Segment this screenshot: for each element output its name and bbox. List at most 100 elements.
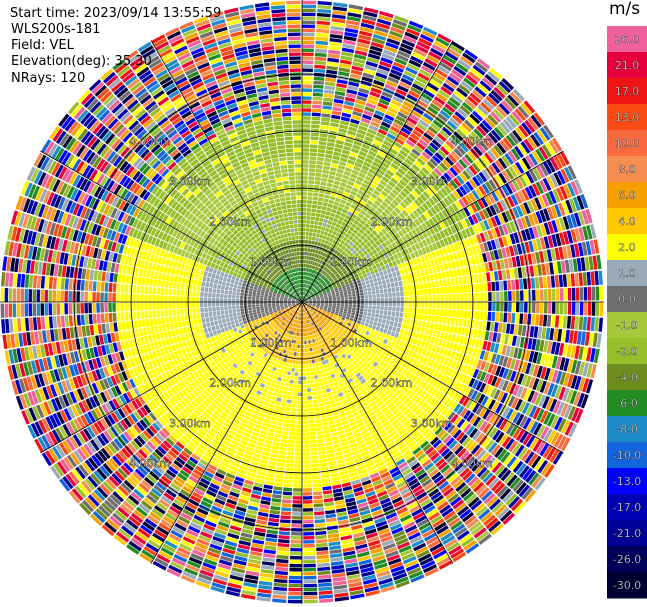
velocity-gate: [302, 212, 307, 216]
velocity-gate: [347, 159, 355, 165]
velocity-gate: [566, 315, 572, 329]
velocity-gate: [376, 217, 383, 224]
velocity-gate: [367, 287, 372, 292]
velocity-gate: [329, 256, 334, 261]
velocity-gate: [271, 498, 282, 503]
velocity-gate: [336, 268, 341, 273]
velocity-gate: [470, 67, 483, 79]
velocity-gate: [346, 211, 353, 217]
velocity-gate: [290, 539, 302, 544]
velocity-gate: [381, 228, 388, 235]
velocity-gate: [320, 230, 325, 235]
velocity-gate: [302, 424, 309, 428]
velocity-gate: [280, 515, 291, 520]
velocity-gate: [336, 282, 341, 287]
velocity-gate: [360, 252, 365, 258]
velocity-gate: [322, 290, 326, 293]
velocity-gate: [364, 322, 369, 327]
velocity-gate: [312, 104, 322, 109]
velocity-gate: [324, 404, 331, 410]
velocity-gate: [378, 214, 385, 221]
velocity-gate: [491, 162, 501, 174]
velocity-gate: [480, 302, 484, 311]
velocity-gate: [302, 148, 310, 152]
velocity-gate: [369, 146, 379, 154]
velocity-gate: [505, 116, 517, 129]
velocity-gate: [480, 101, 492, 113]
velocity-gate: [483, 311, 488, 321]
velocity-gate: [319, 133, 328, 138]
velocity-gate: [399, 269, 405, 275]
velocity-gate: [402, 187, 411, 196]
velocity-gate: [334, 143, 344, 149]
velocity-gate: [288, 587, 302, 592]
velocity-gate: [331, 281, 335, 285]
velocity-gate: [343, 258, 348, 263]
velocity-gate: [305, 364, 309, 368]
velocity-gate: [598, 317, 603, 332]
velocity-gate: [352, 293, 356, 297]
velocity-gate: [376, 196, 384, 204]
velocity-gate: [481, 183, 490, 194]
velocity-gate: [313, 371, 318, 376]
velocity-gate: [328, 303, 333, 305]
velocity-gate: [298, 380, 302, 384]
velocity-gate: [289, 419, 296, 424]
velocity-gate: [303, 516, 314, 520]
velocity-gate: [451, 309, 456, 318]
velocity-gate: [404, 290, 408, 297]
velocity-gate: [411, 52, 425, 61]
velocity-gate: [373, 113, 384, 121]
velocity-gate: [326, 146, 334, 151]
velocity-gate: [423, 89, 435, 99]
velocity-gate: [530, 114, 542, 128]
velocity-gate: [303, 324, 305, 329]
velocity-gate: [331, 248, 336, 253]
velocity-gate: [347, 197, 354, 204]
velocity-gate: [274, 478, 284, 483]
velocity-gate: [265, 537, 278, 543]
velocity-gate: [305, 232, 309, 236]
velocity-gate: [363, 250, 369, 256]
velocity-gate: [320, 369, 325, 374]
velocity-gate: [366, 172, 375, 179]
velocity-gate: [399, 149, 409, 158]
velocity-gate: [272, 594, 287, 599]
velocity-gate: [312, 265, 316, 270]
velocity-gate: [405, 324, 410, 330]
velocity-gate: [394, 225, 401, 232]
velocity-gate: [309, 435, 317, 440]
velocity-gate: [314, 261, 317, 266]
velocity-gate: [316, 550, 329, 556]
velocity-gate: [303, 320, 305, 325]
velocity-gate: [315, 542, 328, 548]
velocity-gate: [325, 227, 330, 233]
velocity-gate: [328, 45, 341, 51]
velocity-gate: [413, 48, 427, 58]
velocity-gate: [317, 1, 332, 6]
velocity-gate: [397, 264, 403, 270]
velocity-gate: [327, 255, 332, 260]
velocity-gate: [481, 119, 493, 131]
velocity-gate: [321, 478, 331, 483]
velocity-gate: [401, 274, 406, 281]
velocity-gate: [437, 177, 446, 187]
velocity-gate: [348, 296, 352, 300]
velocity-gate: [380, 275, 385, 281]
velocity-gate: [392, 19, 408, 27]
velocity-gate: [303, 292, 305, 296]
velocity-gate: [380, 95, 392, 103]
velocity-gate: [499, 139, 510, 152]
velocity-gate: [519, 290, 524, 301]
velocity-gate: [303, 287, 305, 292]
velocity-gate: [314, 241, 318, 246]
velocity-gate: [508, 132, 520, 145]
velocity-gate: [286, 403, 292, 408]
velocity-gate: [311, 273, 315, 278]
velocity-gate: [408, 296, 412, 302]
velocity-gate: [321, 373, 327, 378]
velocity-gate: [317, 5, 332, 10]
velocity-gate: [529, 265, 535, 277]
velocity-gate: [356, 42, 370, 49]
velocity-gate: [376, 297, 380, 302]
